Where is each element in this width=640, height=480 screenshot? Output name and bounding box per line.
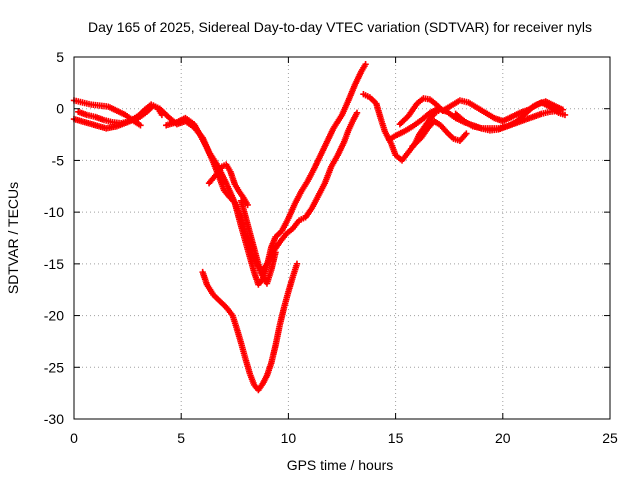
- tick-labels: 0 5 10 15 20 25 5 0 -5 -10 -15 -20 -25 -30: [44, 49, 618, 446]
- y-axis-label: SDTVAR / TECUs: [5, 182, 21, 294]
- axis-ticks: [73, 56, 611, 420]
- data-point-marker: [272, 249, 279, 256]
- data-point-marker: [353, 109, 361, 117]
- data-point-marker: [244, 201, 251, 209]
- x-tick-label: 10: [281, 430, 297, 446]
- grid-lines: [74, 57, 610, 419]
- y-tick-label: 0: [56, 101, 64, 117]
- x-tick-label: 5: [177, 430, 185, 446]
- series-trace-g: [238, 197, 279, 287]
- series-trace-k: [409, 117, 470, 150]
- y-tick-label: -10: [44, 204, 64, 220]
- data-point-marker: [293, 260, 301, 268]
- series-trace-d: [162, 61, 369, 288]
- series-trace-b: [70, 97, 144, 129]
- data-point-marker: [362, 61, 369, 68]
- y-tick-label: -30: [44, 411, 64, 427]
- data-point-marker: [137, 122, 144, 129]
- data-point-marker: [561, 111, 569, 119]
- series-trace-f: [199, 260, 301, 394]
- chart-title: Day 165 of 2025, Sidereal Day-to-day VTE…: [88, 19, 592, 35]
- x-tick-label: 0: [70, 430, 78, 446]
- y-tick-label: -20: [44, 308, 64, 324]
- y-tick-label: -25: [44, 359, 64, 375]
- y-tick-label: -5: [52, 152, 65, 168]
- x-tick-label: 25: [602, 430, 618, 446]
- y-tick-label: -15: [44, 256, 64, 272]
- series-trace-l: [452, 99, 569, 134]
- x-tick-label: 20: [495, 430, 511, 446]
- y-tick-label: 5: [56, 49, 64, 65]
- series-trace-c: [75, 102, 361, 274]
- plot-frame: [73, 56, 611, 420]
- x-tick-label: 15: [388, 430, 404, 446]
- x-axis-label: GPS time / hours: [287, 457, 394, 473]
- data-point-marker: [463, 130, 470, 137]
- data-points: [70, 61, 569, 394]
